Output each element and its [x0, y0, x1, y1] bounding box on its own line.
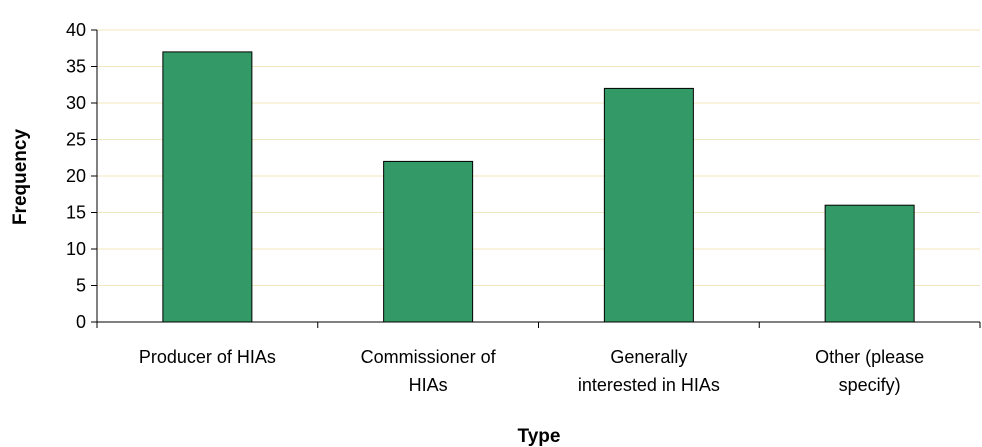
- y-tick-label: 10: [66, 239, 86, 259]
- x-axis-title: Type: [518, 426, 561, 447]
- bar: [824, 204, 915, 323]
- y-tick-label: 0: [76, 312, 86, 332]
- y-tick-label: 35: [66, 57, 86, 77]
- x-tick-label: Other (please specify): [815, 347, 924, 395]
- bars: [162, 51, 915, 323]
- y-tick-label: 30: [66, 93, 86, 113]
- x-axis-ticks: Producer of HIAs Commissioner of HIAs Gener…: [96, 322, 981, 395]
- bar: [383, 160, 474, 323]
- y-axis-title: Frequency: [10, 129, 31, 226]
- y-tick-label: 5: [76, 276, 86, 296]
- bar: [162, 51, 253, 323]
- bar: [603, 87, 694, 323]
- y-axis-ticks: 0 5 10 15 20 25 30 35 40: [66, 20, 97, 332]
- y-tick-label: 40: [66, 20, 86, 40]
- y-tick-label: 25: [66, 130, 86, 150]
- x-tick-label: Commissioner of HIAs: [361, 347, 497, 395]
- x-tick-label: Generally interested in HIAs: [578, 347, 720, 395]
- y-tick-label: 15: [66, 203, 86, 223]
- x-tick-label: Producer of HIAs: [139, 347, 276, 367]
- y-tick-label: 20: [66, 166, 86, 186]
